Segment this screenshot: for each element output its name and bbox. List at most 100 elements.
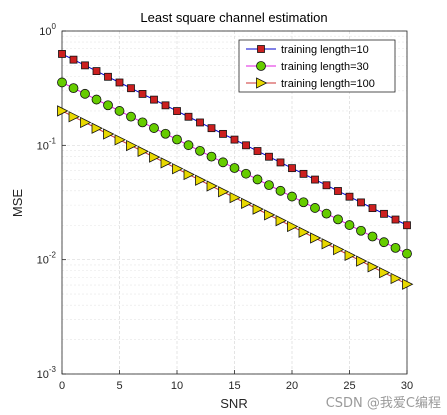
- series-point: [275, 215, 287, 227]
- series-point: [184, 112, 193, 121]
- series-point: [150, 95, 158, 104]
- y-tick-label: 10-1: [37, 136, 57, 152]
- series-point: [172, 163, 184, 175]
- x-tick-label: 0: [59, 380, 65, 392]
- series-point: [126, 111, 136, 122]
- series-point: [126, 139, 138, 152]
- series-point: [149, 151, 161, 163]
- series-point: [256, 77, 268, 89]
- x-tick-label: 20: [286, 380, 298, 392]
- series-point: [161, 101, 170, 110]
- series-point: [256, 61, 266, 71]
- series-point: [356, 225, 366, 236]
- series-point: [137, 145, 149, 157]
- series-point: [357, 198, 365, 207]
- series-point: [195, 174, 207, 186]
- x-axis: 0 5 10 15 20 25 30: [59, 370, 413, 392]
- series-point: [344, 249, 356, 261]
- series-point: [104, 72, 112, 81]
- watermark: CSDN @我爱C编程: [325, 396, 441, 411]
- series-point: [264, 209, 276, 221]
- y-tick-label: 10-3: [37, 365, 57, 381]
- series-point: [218, 157, 228, 168]
- y-tick-label: 10-2: [37, 251, 57, 267]
- series-point: [356, 255, 368, 267]
- series-point: [367, 231, 378, 242]
- series-point: [149, 123, 159, 133]
- legend-item: training length=30: [246, 61, 369, 73]
- x-tick-label: 15: [228, 380, 240, 392]
- legend-label: training length=100: [281, 78, 375, 90]
- legend-item: training length=10: [246, 44, 369, 56]
- series-point: [92, 67, 101, 75]
- series-point: [391, 215, 400, 224]
- series-point: [310, 232, 322, 244]
- series-point: [137, 117, 148, 128]
- series-point: [172, 134, 182, 145]
- series-point: [298, 197, 309, 208]
- series-point: [81, 61, 89, 70]
- series-point: [91, 122, 103, 134]
- series-point: [160, 128, 171, 139]
- series-point: [403, 221, 411, 230]
- series-point: [80, 116, 92, 129]
- series-point: [390, 242, 401, 253]
- series-point: [257, 45, 265, 53]
- series-point: [69, 55, 78, 64]
- series-point: [379, 237, 389, 248]
- series-point: [160, 157, 172, 169]
- series-point: [252, 203, 264, 215]
- series-layer: [57, 50, 414, 290]
- series-point: [138, 90, 147, 98]
- series-point: [333, 243, 345, 256]
- series-point: [68, 111, 80, 123]
- series-point: [173, 107, 181, 115]
- y-tick-label: 100: [39, 22, 56, 38]
- series-point: [206, 151, 217, 162]
- series-point: [242, 141, 250, 150]
- series-point: [114, 106, 125, 116]
- series-point: [298, 226, 310, 238]
- legend: training length=10 training length=30 trai…: [238, 39, 396, 93]
- legend-label: training length=30: [281, 61, 369, 73]
- series-point: [229, 191, 241, 204]
- series-point: [311, 175, 319, 184]
- series-1: [58, 50, 411, 230]
- series-point: [68, 83, 79, 94]
- series-point: [344, 220, 355, 230]
- series-point: [57, 105, 69, 117]
- x-tick-label: 30: [401, 380, 413, 392]
- series-point: [219, 129, 227, 138]
- series-point: [253, 147, 262, 155]
- series-point: [103, 128, 115, 140]
- series-point: [241, 197, 253, 209]
- series-point: [379, 267, 391, 279]
- series-point: [345, 192, 354, 201]
- series-point: [334, 187, 342, 195]
- series-3: [57, 105, 414, 290]
- series-point: [310, 203, 320, 213]
- series-point: [390, 272, 402, 285]
- series-point: [402, 278, 414, 290]
- series-point: [299, 169, 308, 178]
- y-axis-label: MSE: [10, 189, 25, 218]
- series-point: [321, 208, 332, 219]
- series-point: [264, 180, 274, 191]
- series-2: [57, 77, 412, 259]
- series-point: [196, 118, 204, 127]
- series-point: [207, 124, 216, 133]
- series-point: [229, 163, 240, 173]
- series-point: [241, 168, 251, 179]
- series-point: [103, 100, 113, 111]
- x-axis-label: SNR: [220, 396, 247, 411]
- series-point: [183, 140, 194, 151]
- series-point: [252, 174, 263, 185]
- chart-title: Least square channel estimation: [140, 10, 327, 25]
- series-point: [287, 220, 299, 233]
- series-point: [183, 168, 195, 181]
- legend-item: training length=100: [246, 77, 375, 90]
- series-point: [115, 78, 124, 87]
- series-point: [402, 248, 412, 259]
- series-point: [275, 185, 286, 196]
